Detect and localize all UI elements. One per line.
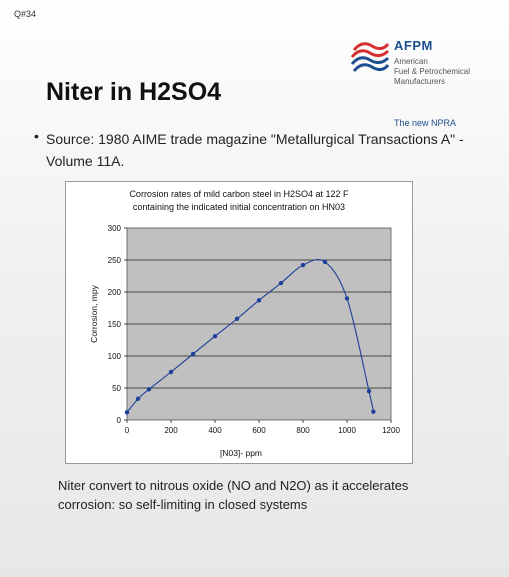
data-point: [300, 262, 306, 268]
logo-full-name-line1: American: [394, 57, 428, 66]
y-tick-label: 300: [108, 224, 122, 233]
afpm-flag-icon: [350, 42, 390, 72]
chart-container: Corrosion rates of mild carbon steel in …: [65, 181, 413, 464]
data-point: [146, 387, 152, 392]
slide-title: Niter in H2SO4: [46, 78, 222, 106]
x-tick-label: 1200: [382, 426, 400, 435]
data-point: [124, 410, 130, 415]
logo-full-name: American Fuel & Petrochemical Manufactur…: [394, 57, 498, 87]
x-tick-label: 200: [164, 426, 178, 435]
logo-full-name-line3: Manufacturers: [394, 77, 446, 86]
chart-title-line2: containing the indicated initial concent…: [133, 202, 345, 212]
data-point: [322, 259, 328, 265]
slide-id-label: Q#34: [14, 9, 37, 19]
data-point: [278, 280, 284, 286]
corrosion-chart: Corrosion rates of mild carbon steel in …: [89, 189, 401, 458]
data-point: [256, 298, 262, 303]
x-tick-label: 800: [296, 426, 310, 435]
x-tick-label: 600: [252, 426, 266, 435]
data-point: [190, 351, 196, 357]
axis-ticks: 0 50 100 150 200 250 300 0 200 400 600 800 1000 1200: [108, 224, 401, 435]
y-tick-label: 100: [108, 352, 122, 361]
y-tick-label: 200: [108, 288, 122, 297]
x-axis-label: [N03]- ppm: [220, 448, 262, 458]
logo-tagline: The new NPRA: [394, 118, 457, 128]
data-point: [135, 396, 141, 402]
data-point: [234, 316, 240, 322]
x-tick-label: 0: [125, 426, 130, 435]
chart-title-line1: Corrosion rates of mild carbon steel in …: [129, 189, 349, 199]
data-point: [212, 333, 218, 339]
x-tick-label: 400: [208, 426, 222, 435]
data-point: [366, 389, 372, 394]
series-group: [124, 259, 376, 415]
conclusion-text: Niter convert to nitrous oxide (NO and N…: [58, 478, 409, 512]
afpm-logo: AFPM American Fuel & Petrochemical Manuf…: [348, 36, 498, 136]
y-tick-label: 150: [108, 320, 122, 329]
logo-name: AFPM: [394, 38, 433, 53]
logo-full-name-line2: Fuel & Petrochemical: [394, 67, 471, 76]
source-text: Source: 1980 AIME trade magazine "Metall…: [46, 131, 464, 169]
y-axis-label: Corrosion, mpy: [89, 284, 99, 342]
y-tick-label: 0: [117, 416, 122, 425]
y-tick-label: 250: [108, 256, 122, 265]
bullet-marker: •: [34, 128, 39, 144]
grid-lines: [127, 259, 391, 389]
data-point: [168, 369, 174, 375]
data-point: [344, 296, 350, 301]
x-tick-label: 1000: [338, 426, 356, 435]
data-point: [371, 409, 376, 414]
y-tick-label: 50: [112, 384, 121, 393]
